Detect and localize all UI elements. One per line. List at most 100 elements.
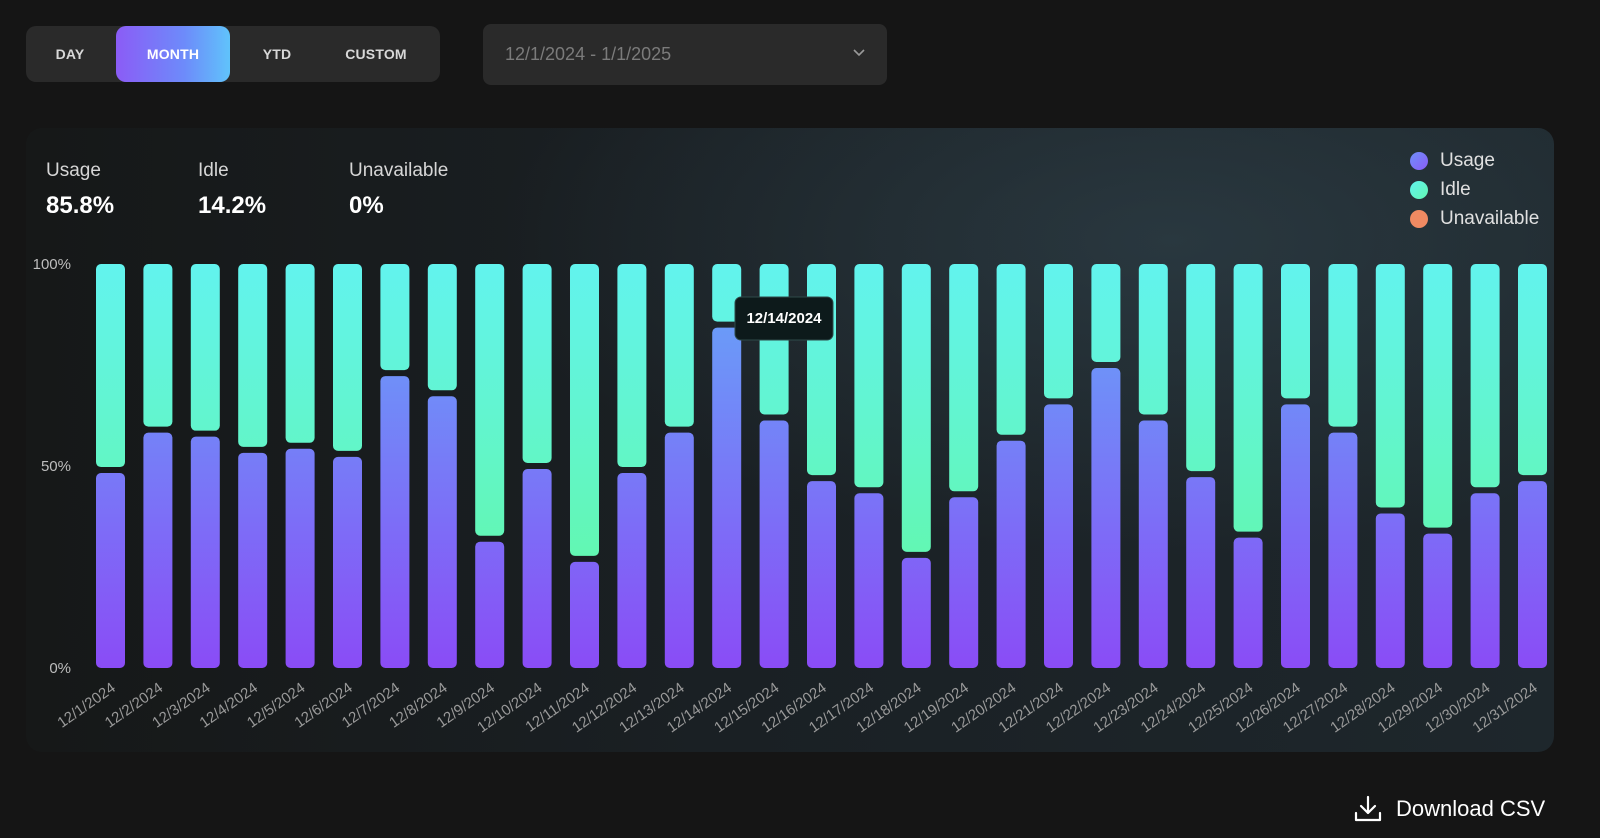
usage-stat: Usage 85.8% [46, 160, 114, 220]
legend-item-usage[interactable]: Usage [1410, 146, 1539, 175]
bar-idle[interactable] [190, 264, 220, 431]
tooltip-bg [734, 296, 834, 341]
chart-legend: Usage Idle Unavailable [1410, 146, 1539, 233]
bar-usage[interactable] [712, 327, 742, 668]
bar-idle[interactable] [285, 264, 315, 443]
bar-usage[interactable] [427, 396, 457, 668]
bar-usage[interactable] [1328, 432, 1358, 668]
usage-stat-label: Usage [46, 160, 101, 181]
tab-custom[interactable]: CUSTOM [345, 46, 407, 62]
legend-item-idle[interactable]: Idle [1410, 175, 1539, 204]
bar-idle[interactable] [901, 264, 931, 552]
y-tick-label: 100% [33, 256, 71, 273]
bar-idle[interactable] [1138, 264, 1168, 415]
unavailable-stat-label: Unavailable [349, 160, 449, 181]
bar-idle[interactable] [427, 264, 457, 391]
download-csv-label: Download CSV [1396, 796, 1546, 821]
bar-idle[interactable] [1375, 264, 1405, 508]
bar-idle[interactable] [1470, 264, 1500, 488]
bar-idle[interactable] [1091, 264, 1121, 362]
bar-usage[interactable] [1186, 477, 1216, 668]
chevron-down-icon [853, 49, 865, 57]
idle-stat-value: 14.2% [198, 192, 267, 219]
bar-usage[interactable] [238, 452, 268, 668]
bar-idle[interactable] [1233, 264, 1263, 532]
bar-usage[interactable] [807, 481, 836, 668]
bar-idle[interactable] [712, 264, 742, 322]
usage-stat-value: 85.8% [46, 192, 115, 219]
bar-usage[interactable] [143, 432, 173, 668]
download-csv-button[interactable]: Download CSV [1353, 794, 1545, 824]
bar-idle[interactable] [1328, 264, 1358, 427]
bar-usage[interactable] [96, 473, 125, 668]
tooltip: 12/14/2024 [734, 296, 834, 341]
legend-label-usage: Usage [1440, 149, 1495, 171]
tooltip-label: 12/14/2024 [746, 310, 822, 327]
legend-dot-unavailable [1410, 209, 1428, 228]
bar-usage[interactable] [380, 376, 410, 668]
bar-usage[interactable] [285, 448, 315, 668]
bar-idle[interactable] [1518, 264, 1547, 476]
legend-dot-usage [1410, 151, 1428, 170]
legend-item-unavailable[interactable]: Unavailable [1410, 204, 1539, 233]
bar-idle[interactable] [475, 264, 505, 536]
bar-usage[interactable] [901, 557, 931, 668]
bar-idle[interactable] [1186, 264, 1216, 472]
legend-dot-idle [1410, 180, 1428, 199]
legend-label-unavailable: Unavailable [1440, 207, 1540, 229]
bar-idle[interactable] [996, 264, 1026, 435]
bar-idle[interactable] [949, 264, 979, 492]
bar-usage[interactable] [617, 473, 647, 668]
y-tick-label: 0% [49, 660, 71, 677]
tab-day[interactable]: DAY [55, 46, 85, 62]
bar-usage[interactable] [1281, 404, 1310, 668]
unavailable-stat-value: 0% [349, 192, 384, 219]
bar-usage[interactable] [1138, 420, 1168, 668]
unavailable-stat: Unavailable 0% [349, 160, 448, 220]
legend-label-idle: Idle [1440, 178, 1471, 200]
bar-usage[interactable] [759, 420, 789, 668]
bar-usage[interactable] [1091, 368, 1121, 668]
bar-idle[interactable] [238, 264, 268, 447]
range-tabs: DAY MONTH YTD CUSTOM [26, 26, 440, 82]
bar-usage[interactable] [1375, 513, 1405, 668]
y-tick-label: 50% [41, 458, 71, 475]
bar-idle[interactable] [807, 264, 836, 476]
bar-usage[interactable] [854, 493, 884, 668]
stacked-bar-chart: 0% 50% 100% 12/1/202412/2/202412/3/202412/… [33, 256, 1547, 736]
bar-idle[interactable] [570, 264, 599, 556]
bar-usage[interactable] [1423, 533, 1453, 668]
bar-idle[interactable] [143, 264, 173, 427]
bar-usage[interactable] [570, 561, 599, 668]
tab-month[interactable]: MONTH [116, 26, 230, 82]
idle-stat-label: Idle [198, 160, 229, 181]
idle-stat: Idle 14.2% [198, 160, 266, 220]
bar-usage[interactable] [1044, 404, 1073, 668]
bar-idle[interactable] [1423, 264, 1453, 528]
bar-idle[interactable] [380, 264, 410, 371]
date-range-select[interactable]: 12/1/2024 - 1/1/2025 [483, 24, 887, 85]
bar-usage[interactable] [1233, 537, 1263, 668]
bar-idle[interactable] [522, 264, 552, 463]
date-range-value: 12/1/2024 - 1/1/2025 [505, 44, 672, 64]
x-axis: 12/1/202412/2/202412/3/202412/4/202412/5… [54, 679, 1540, 736]
bar-usage[interactable] [190, 436, 220, 668]
bar-idle[interactable] [1281, 264, 1310, 399]
bar-usage[interactable] [664, 432, 694, 668]
bar-usage[interactable] [475, 541, 505, 668]
bar-usage[interactable] [333, 456, 362, 668]
bar-usage[interactable] [522, 469, 552, 668]
bar-idle[interactable] [617, 264, 647, 468]
bar-idle[interactable] [1044, 264, 1073, 399]
bar-idle[interactable] [854, 264, 884, 488]
bar-usage[interactable] [996, 440, 1026, 668]
bar-usage[interactable] [949, 497, 979, 668]
download-icon [1354, 795, 1382, 822]
bar-idle[interactable] [664, 264, 694, 427]
bar-idle[interactable] [96, 264, 125, 468]
bars [96, 264, 1547, 668]
tab-ytd[interactable]: YTD [262, 46, 292, 62]
bar-usage[interactable] [1518, 481, 1547, 668]
bar-usage[interactable] [1470, 493, 1500, 668]
bar-idle[interactable] [333, 264, 362, 451]
